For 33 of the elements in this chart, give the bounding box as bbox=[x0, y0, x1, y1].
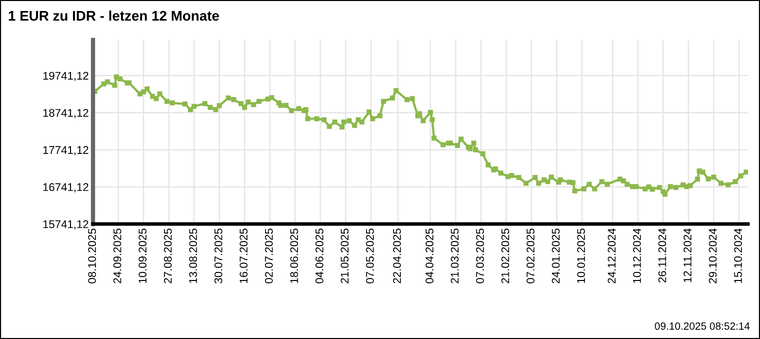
x-tick-label: 10.09.2025 bbox=[138, 228, 147, 283]
y-tick-label: 18741,12 bbox=[43, 108, 88, 118]
x-tick-label: 21.05.2025 bbox=[340, 228, 349, 284]
x-tick-label: 08.10.2025 bbox=[88, 228, 96, 284]
x-tick-label: 12.11.2024 bbox=[684, 228, 692, 282]
x-tick-label: 18.06.2025 bbox=[290, 228, 298, 283]
chart-title: 1 EUR zu IDR - letzen 12 Monate bbox=[8, 10, 219, 21]
x-tick-label: 10.01.2025 bbox=[577, 228, 585, 283]
y-tick-label: 15741,12 bbox=[43, 220, 88, 230]
x-tick-label: 13.08.2025 bbox=[189, 228, 198, 283]
x-tick-label: 21.02.2025 bbox=[501, 228, 510, 284]
x-tick-label: 02.07.2025 bbox=[264, 228, 273, 284]
x-tick-label: 24.01.2025 bbox=[552, 228, 560, 284]
x-tick-label: 07.05.2025 bbox=[366, 228, 374, 284]
x-tick-label: 16.07.2025 bbox=[240, 228, 248, 283]
x-tick-label: 29.10.2024 bbox=[708, 228, 717, 284]
x-tick-label: 07.02.2025 bbox=[526, 228, 534, 284]
x-tick-label: 04.06.2025 bbox=[315, 228, 324, 284]
x-tick-label: 30.07.2025 bbox=[214, 228, 222, 284]
x-tick-label: 04.04.2025 bbox=[426, 228, 434, 284]
x-tick-label: 21.03.2025 bbox=[450, 228, 459, 284]
x-tick-label: 15.10.2024 bbox=[734, 228, 742, 283]
text: 09.10.2025 08:52:14 bbox=[654, 322, 750, 330]
y-tick-label: 16741,12 bbox=[43, 183, 88, 192]
x-tick-label: 26.11.2024 bbox=[658, 228, 666, 282]
x-tick-label: 24.12.2024 bbox=[608, 228, 616, 284]
y-tick-label: 19741,12 bbox=[43, 72, 88, 82]
x-tick-label: 24.09.2025 bbox=[113, 228, 122, 284]
x-tick-label: 10.12.2024 bbox=[633, 228, 641, 283]
x-tick-label: 27.08.2025 bbox=[164, 228, 172, 284]
x-tick-label: 07.03.2025 bbox=[476, 228, 484, 284]
x-tick-label: 22.04.2025 bbox=[393, 228, 401, 284]
y-tick-label: 17741,12 bbox=[43, 146, 88, 156]
